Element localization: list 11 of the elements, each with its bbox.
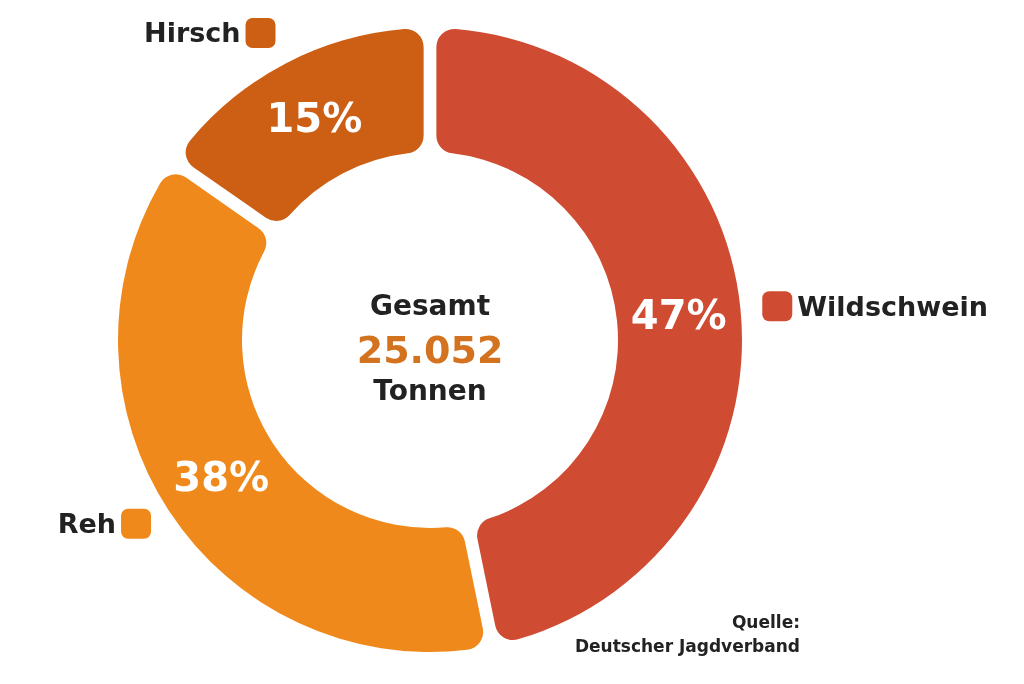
text: Tonnen	[373, 373, 487, 407]
text: 25.052	[356, 328, 504, 373]
text: Deutscher Jagdverband	[574, 636, 800, 656]
source-note: Quelle:	[731, 612, 800, 632]
data-label: 38%	[173, 454, 270, 501]
legend-label: Reh	[57, 508, 117, 540]
data-label: 47%	[630, 291, 727, 338]
legend-label: Hirsch	[144, 17, 241, 49]
data-label: 15%	[266, 95, 363, 142]
text: Gesamt	[369, 288, 491, 322]
slice-label: Wildschwein	[797, 290, 988, 322]
